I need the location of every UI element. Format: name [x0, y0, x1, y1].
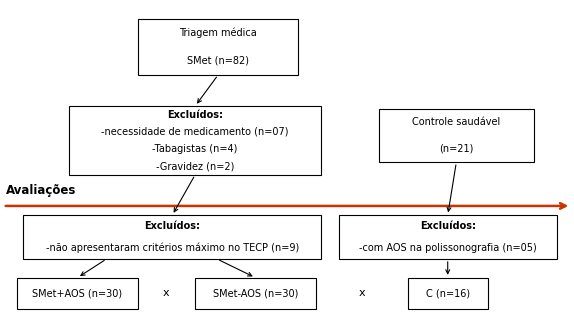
- Text: -não apresentaram critérios máximo no TECP (n=9): -não apresentaram critérios máximo no TE…: [45, 243, 299, 253]
- FancyBboxPatch shape: [408, 278, 488, 309]
- Text: x: x: [163, 288, 170, 298]
- Text: (n=21): (n=21): [439, 144, 474, 154]
- Text: Triagem médica: Triagem médica: [179, 27, 257, 38]
- Text: -com AOS na polissonografia (n=05): -com AOS na polissonografia (n=05): [359, 243, 537, 253]
- FancyBboxPatch shape: [379, 109, 534, 162]
- Text: -necessidade de medicamento (n=07): -necessidade de medicamento (n=07): [102, 127, 289, 137]
- Text: -Gravidez (n=2): -Gravidez (n=2): [156, 161, 234, 171]
- Text: Excluídos:: Excluídos:: [167, 110, 223, 120]
- Text: -Tabagistas (n=4): -Tabagistas (n=4): [153, 144, 238, 154]
- Text: Excluídos:: Excluídos:: [420, 221, 476, 231]
- FancyBboxPatch shape: [17, 278, 138, 309]
- Text: Controle saudável: Controle saudável: [412, 117, 501, 128]
- FancyBboxPatch shape: [339, 215, 557, 259]
- Text: C (n=16): C (n=16): [426, 288, 470, 298]
- FancyBboxPatch shape: [23, 215, 321, 259]
- Text: Excluídos:: Excluídos:: [144, 221, 200, 231]
- Text: SMet (n=82): SMet (n=82): [187, 56, 249, 66]
- Text: SMet-AOS (n=30): SMet-AOS (n=30): [213, 288, 298, 298]
- FancyBboxPatch shape: [195, 278, 316, 309]
- FancyBboxPatch shape: [69, 106, 321, 175]
- FancyBboxPatch shape: [138, 19, 298, 75]
- Text: x: x: [358, 288, 365, 298]
- Text: Avaliações: Avaliações: [6, 183, 76, 197]
- Text: SMet+AOS (n=30): SMet+AOS (n=30): [32, 288, 123, 298]
